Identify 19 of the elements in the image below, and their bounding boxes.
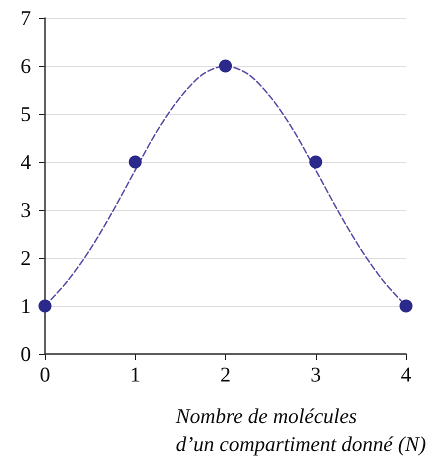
point (309, 156, 322, 168)
x-tick-label: 4 (400, 362, 412, 386)
x-tick-label: 1 (130, 362, 140, 386)
point (219, 60, 232, 72)
x-tick-label: 2 (220, 362, 231, 386)
x-axis-title: Nombre de molécules d’un compartiment donné (N) (174, 404, 426, 456)
y-tick-label: 5 (20, 102, 31, 126)
y-tick-label: 3 (20, 198, 31, 222)
y-tick-label: 1 (20, 294, 31, 318)
point (400, 300, 412, 312)
point (128, 156, 142, 168)
point (38, 300, 52, 312)
x-tick-label: 3 (310, 362, 321, 386)
y-tick-label: 6 (20, 54, 31, 78)
x-tick-label: 0 (40, 362, 50, 386)
y-tick-label: 4 (20, 150, 32, 174)
y-tick-label: 7 (20, 6, 31, 30)
y-tick-label: 0 (20, 342, 31, 366)
y-tick-label: 2 (20, 246, 31, 270)
